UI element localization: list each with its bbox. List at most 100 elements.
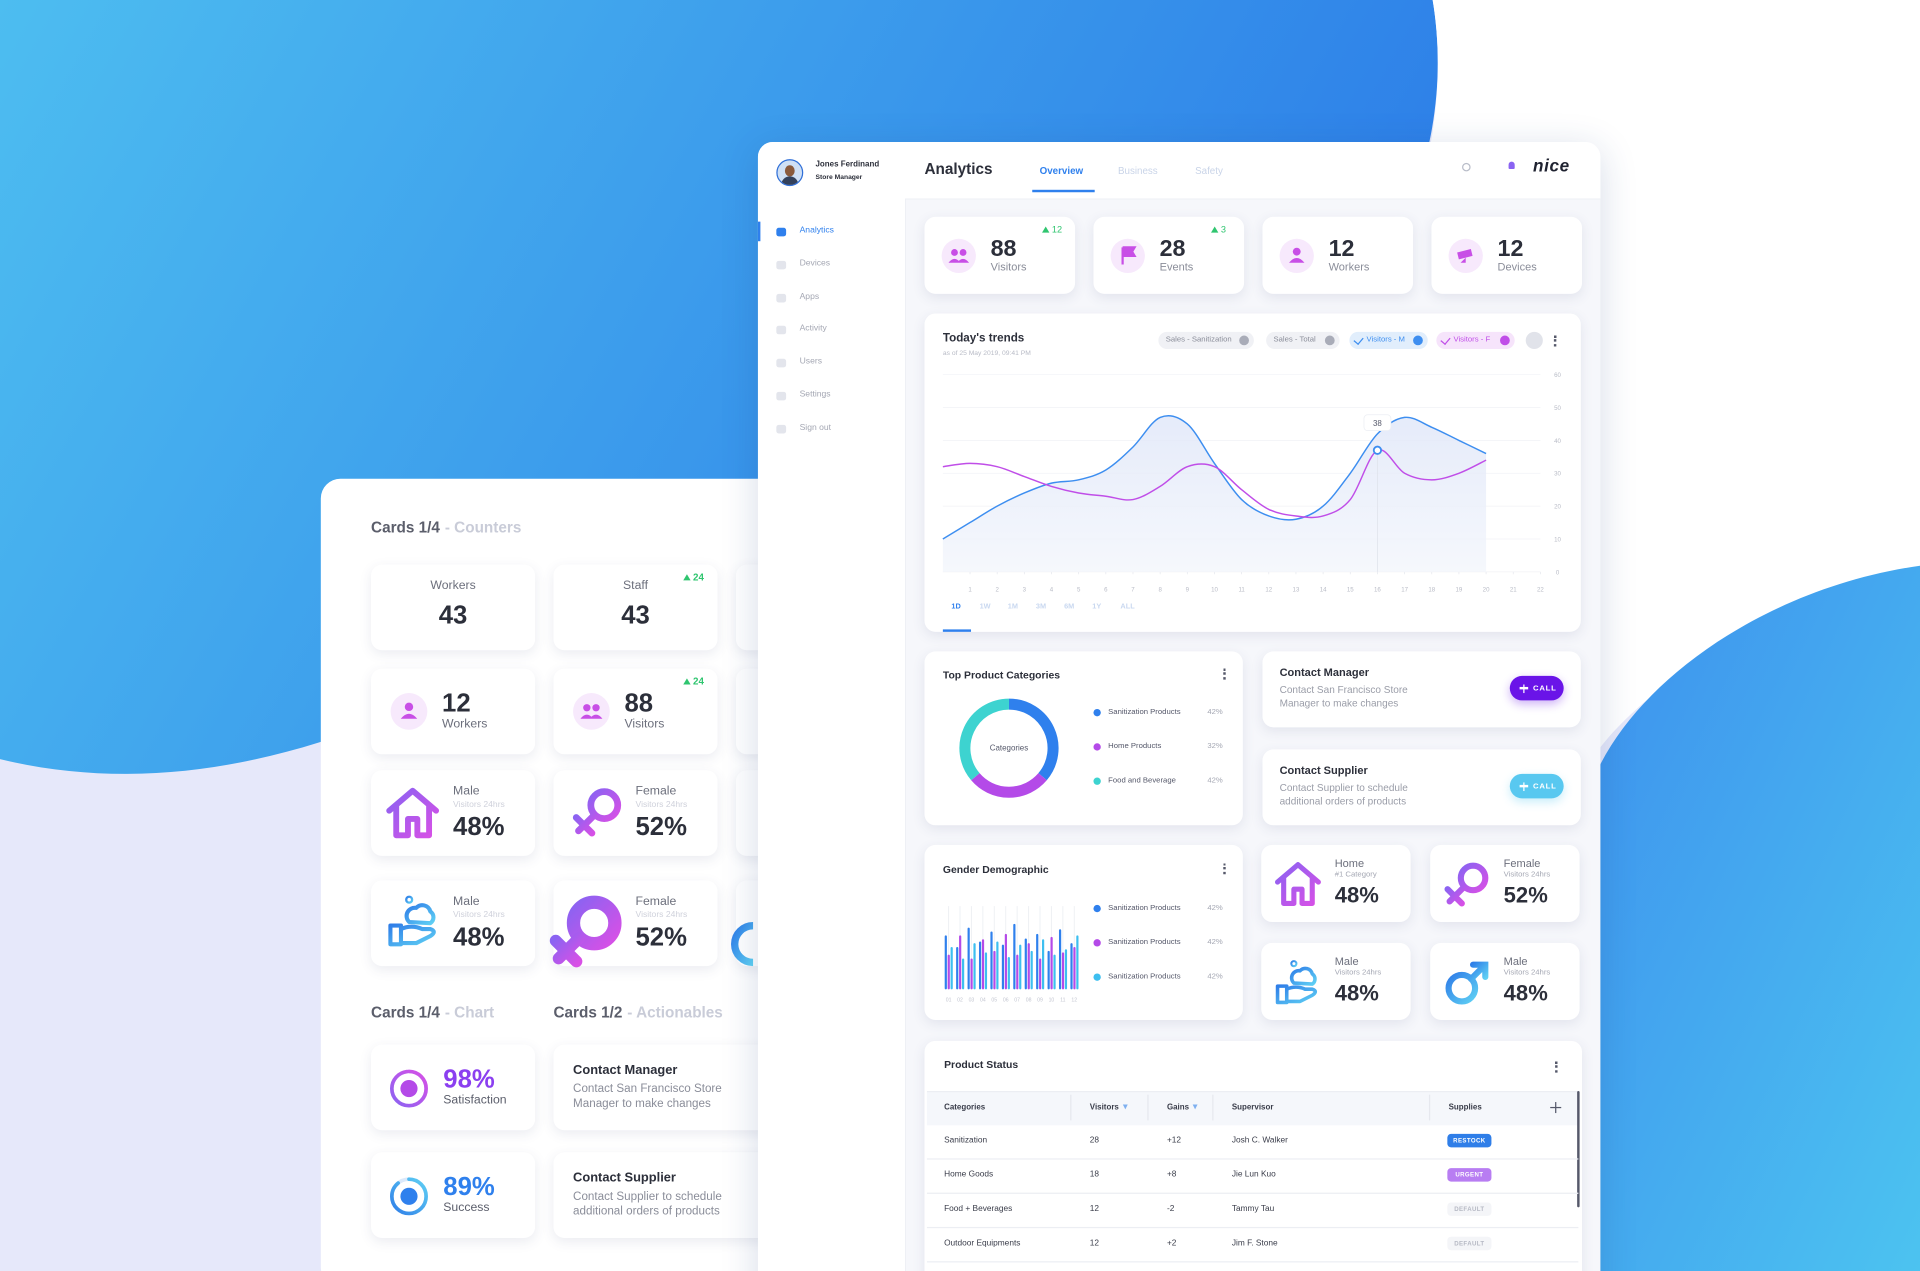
- more-menu[interactable]: [1223, 863, 1228, 875]
- legend-dot: [1093, 708, 1101, 717]
- contact-card: Contact Manager Contact San Francisco Sto…: [1262, 651, 1581, 728]
- icon: [1445, 961, 1489, 1005]
- menu-icon: [776, 326, 787, 335]
- filter-label: Visitors - M: [1366, 335, 1405, 345]
- chart-title: Top Product Categories: [942, 668, 1061, 681]
- percent-sub: Visitors 24hrs: [635, 800, 688, 810]
- icon: [1121, 246, 1137, 265]
- icon-shape: [1275, 984, 1318, 1005]
- tab[interactable]: Safety: [1195, 165, 1223, 177]
- more-menu[interactable]: [1223, 668, 1228, 680]
- section-title: Cards 1/4- Counters: [371, 519, 521, 536]
- percent-sub: Visitors 24hrs: [453, 911, 505, 920]
- percent-title: Male: [453, 784, 480, 799]
- icon-shape: [1289, 966, 1317, 986]
- icon-badge: [573, 693, 610, 730]
- counter-card: Workers 43: [371, 564, 536, 651]
- column-header: Visitors: [1090, 1103, 1128, 1112]
- section-title-main: Cards 1/4: [371, 519, 440, 537]
- stat-card: 88 Visitors 12: [924, 216, 1076, 294]
- table-cell: Food + Beverages: [944, 1204, 1013, 1214]
- ring-value: 98%: [443, 1065, 495, 1094]
- range-button[interactable]: 1M: [1007, 603, 1018, 612]
- icon: [549, 895, 622, 968]
- table-card: [924, 1040, 1583, 1271]
- icon-counter-card: 88 Visitors 24: [553, 668, 718, 755]
- donut-segment: [959, 698, 1010, 781]
- range-button[interactable]: 1D: [951, 603, 961, 612]
- ring-dot: [400, 1080, 418, 1098]
- section-title: Cards 1/4- Chart: [371, 1004, 494, 1021]
- bell-icon[interactable]: [1508, 161, 1515, 169]
- call-button[interactable]: CALL: [1509, 675, 1564, 701]
- menu-item[interactable]: Analytics: [799, 226, 834, 236]
- filter-chip[interactable]: Sales - Total: [1266, 331, 1340, 349]
- stat-card: 28 Events 3: [1093, 216, 1245, 294]
- icon: [1275, 960, 1318, 1005]
- icon-shape: [386, 787, 440, 839]
- section-title-sub: - Chart: [444, 1004, 495, 1022]
- counter-label: Staff: [623, 579, 648, 593]
- range-button[interactable]: ALL: [1120, 603, 1135, 612]
- stat-card: 12 Workers: [1262, 216, 1414, 294]
- menu-item[interactable]: Settings: [799, 390, 831, 400]
- legend-value: 32%: [1207, 742, 1223, 751]
- table-cell: Jim F. Stone: [1231, 1239, 1278, 1248]
- icon-shape: [1275, 862, 1321, 907]
- more-menu[interactable]: [1553, 335, 1559, 347]
- call-button[interactable]: CALL: [1509, 773, 1564, 799]
- add-filter[interactable]: [1525, 331, 1543, 349]
- tab[interactable]: Business: [1117, 165, 1158, 177]
- icon-shape: [549, 931, 586, 968]
- filter-chip[interactable]: Visitors - F: [1436, 331, 1515, 349]
- more-menu[interactable]: [1555, 1061, 1560, 1073]
- ring: [390, 1177, 428, 1216]
- menu-item[interactable]: Activity: [799, 324, 827, 334]
- menu-item[interactable]: Sign out: [799, 423, 832, 432]
- filter-chip[interactable]: Sales - Sanitization: [1158, 331, 1254, 349]
- icon-shape: [1290, 960, 1298, 968]
- menu-icon: [776, 391, 787, 401]
- avatar: [776, 159, 804, 187]
- delta: 24: [683, 676, 704, 687]
- counter-label: Workers: [430, 579, 476, 593]
- column-divider: [1212, 1094, 1214, 1121]
- tab[interactable]: Overview: [1039, 165, 1084, 177]
- icon-shape: [404, 903, 436, 926]
- donut-segment: [1008, 698, 1059, 781]
- filter-label: Sales - Sanitization: [1165, 335, 1232, 345]
- ring-value: 89%: [443, 1173, 495, 1202]
- stat-value: 88: [990, 236, 1017, 263]
- counter-value: 88: [624, 689, 654, 718]
- counter-label: Visitors: [624, 717, 665, 732]
- stat-label: Visitors: [990, 260, 1027, 274]
- counter-value: 43: [438, 601, 468, 630]
- range-button[interactable]: 1Y: [1092, 603, 1102, 612]
- chip-close: [1413, 335, 1423, 346]
- avatar-face: [784, 165, 795, 177]
- chart-title: Gender Demographic: [942, 863, 1049, 876]
- check-icon: [1440, 334, 1451, 346]
- trends-card: [924, 313, 1581, 632]
- range-button[interactable]: 1W: [979, 603, 991, 612]
- search-icon[interactable]: [1462, 162, 1471, 172]
- filter-chip[interactable]: Visitors - M: [1349, 331, 1428, 349]
- chart-title: Today's trends: [942, 331, 1025, 346]
- donut-chart: Categories: [959, 698, 1059, 798]
- section-title-main: Cards 1/2: [553, 1004, 623, 1022]
- icon-shape: [731, 922, 754, 967]
- add-column[interactable]: [1555, 1102, 1557, 1114]
- mini-title: Female: [1503, 857, 1541, 870]
- menu-item[interactable]: Users: [799, 357, 822, 367]
- section-title: Cards 1/2- Actionables: [553, 1004, 722, 1021]
- table-cell: Sanitization: [944, 1136, 988, 1145]
- menu-item[interactable]: Apps: [799, 292, 820, 301]
- ring-dot: [400, 1187, 418, 1205]
- range-button[interactable]: 6M: [1064, 603, 1075, 612]
- legend-dot: [1093, 777, 1101, 785]
- range-button[interactable]: 3M: [1035, 603, 1047, 612]
- legend-dot: [1093, 939, 1101, 947]
- status-label: RESTOCK: [1453, 1136, 1486, 1145]
- mini-title: Male: [1503, 955, 1528, 968]
- menu-item[interactable]: Devices: [799, 259, 831, 268]
